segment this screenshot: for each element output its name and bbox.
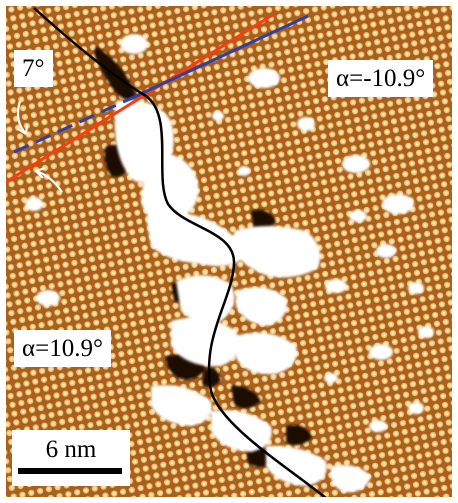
angle-label-7: 7° bbox=[14, 50, 53, 87]
arrow-icon bbox=[16, 100, 29, 135]
scale-bar: 6 nm bbox=[12, 430, 130, 486]
boundary-curve bbox=[33, 7, 327, 497]
alpha-label-positive: α=10.9° bbox=[14, 330, 111, 367]
red-reference-line bbox=[6, 12, 275, 184]
blue-dashed-line bbox=[13, 95, 135, 154]
bright-clusters bbox=[25, 34, 434, 493]
alpha-label-negative: α=-10.9° bbox=[328, 60, 434, 97]
arrow-icon bbox=[35, 166, 63, 193]
stm-image: 7° α=-10.9° α=10.9° 6 nm bbox=[6, 6, 452, 497]
blue-solid-line bbox=[133, 14, 309, 99]
scale-bar-line bbox=[18, 468, 122, 474]
scale-bar-label: 6 nm bbox=[45, 436, 97, 463]
